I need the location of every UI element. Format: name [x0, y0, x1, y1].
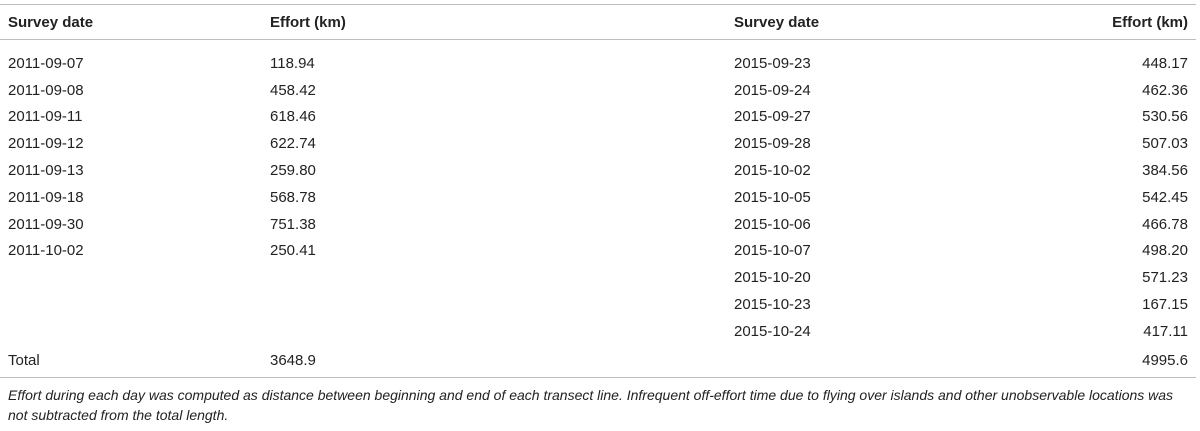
table-row: 2015-10-24 417.11	[0, 318, 1196, 345]
survey-date-cell: 2015-10-05	[734, 188, 811, 206]
effort-cell	[200, 264, 450, 291]
spacer-cell	[450, 157, 734, 184]
effort-cell: 568.78	[270, 188, 316, 206]
spacer-cell	[450, 40, 734, 77]
survey-date-cell: 2011-09-18	[8, 188, 84, 206]
survey-date-cell	[0, 291, 200, 318]
effort-cell: 542.45	[1142, 188, 1188, 206]
header-effort-left: Effort (km)	[200, 4, 450, 40]
effort-cell: 259.80	[270, 162, 316, 180]
table-row: 2011-09-30 751.38 2015-10-06 466.78	[0, 211, 1196, 238]
table-row: 2011-09-12 622.74 2015-09-28 507.03	[0, 130, 1196, 157]
total-label: Total	[0, 344, 200, 378]
survey-date-cell: 2011-09-13	[8, 162, 84, 180]
survey-date-cell: 2015-10-24	[734, 322, 811, 340]
effort-cell: 167.15	[1142, 296, 1188, 314]
spacer-cell	[734, 344, 1032, 378]
survey-date-cell	[0, 264, 200, 291]
table-footnote: Effort during each day was computed as d…	[8, 387, 1174, 423]
spacer-cell	[450, 77, 734, 104]
total-row: Total 3648.9 4995.6	[0, 344, 1196, 378]
header-survey-date-right: Survey date	[734, 4, 1032, 40]
header-survey-date-left: Survey date	[0, 4, 200, 40]
total-effort-right: 4995.6	[1032, 344, 1196, 378]
effort-cell: 118.94	[270, 54, 315, 72]
survey-date-cell	[0, 318, 200, 345]
survey-effort-table: Survey date Effort (km) Survey date Effo…	[0, 4, 1196, 378]
effort-cell: 384.56	[1142, 162, 1188, 180]
header-effort-right: Effort (km)	[1032, 4, 1196, 40]
spacer-cell	[450, 238, 734, 265]
effort-cell: 571.23	[1142, 269, 1188, 287]
survey-date-cell: 2011-09-08	[8, 81, 84, 99]
survey-date-cell: 2015-10-02	[734, 162, 811, 180]
survey-date-cell: 2015-10-20	[734, 269, 811, 287]
effort-cell: 618.46	[270, 108, 316, 126]
header-row: Survey date Effort (km) Survey date Effo…	[0, 4, 1196, 40]
spacer-cell	[450, 184, 734, 211]
table-row: 2011-09-08 458.42 2015-09-24 462.36	[0, 77, 1196, 104]
survey-date-cell: 2011-09-07	[8, 54, 84, 72]
spacer-cell	[450, 104, 734, 131]
spacer-cell	[450, 291, 734, 318]
effort-cell	[200, 318, 450, 345]
effort-cell: 458.42	[270, 81, 316, 99]
effort-cell: 751.38	[270, 215, 316, 233]
effort-cell: 507.03	[1142, 135, 1188, 153]
table-row: 2011-09-13 259.80 2015-10-02 384.56	[0, 157, 1196, 184]
effort-cell: 250.41	[270, 242, 316, 260]
survey-date-cell: 2015-10-07	[734, 242, 811, 260]
survey-date-cell: 2011-09-12	[8, 135, 84, 153]
survey-date-cell: 2015-09-28	[734, 135, 811, 153]
table-row: 2015-10-20 571.23	[0, 264, 1196, 291]
table-row: 2011-10-02 250.41 2015-10-07 498.20	[0, 238, 1196, 265]
survey-date-cell: 2011-09-30	[8, 215, 84, 233]
spacer-cell	[450, 344, 734, 378]
survey-date-cell: 2015-10-23	[734, 296, 811, 314]
spacer-cell	[450, 264, 734, 291]
header-spacer	[450, 4, 734, 40]
table-row: 2011-09-11 618.46 2015-09-27 530.56	[0, 104, 1196, 131]
total-effort-left: 3648.9	[200, 344, 450, 378]
spacer-cell	[450, 211, 734, 238]
effort-cell: 498.20	[1142, 242, 1188, 260]
effort-cell: 622.74	[270, 135, 316, 153]
effort-cell: 530.56	[1142, 108, 1188, 126]
table-row: 2011-09-07 118.94 2015-09-23 448.17	[0, 40, 1196, 77]
survey-date-cell: 2015-10-06	[734, 215, 811, 233]
effort-cell	[200, 291, 450, 318]
survey-date-cell: 2011-09-11	[8, 108, 83, 126]
effort-cell: 417.11	[1143, 322, 1188, 340]
effort-cell: 466.78	[1142, 215, 1188, 233]
table-row: 2015-10-23 167.15	[0, 291, 1196, 318]
survey-date-cell: 2011-10-02	[8, 242, 84, 260]
effort-cell: 448.17	[1142, 54, 1188, 72]
survey-date-cell: 2015-09-27	[734, 108, 811, 126]
table-row: 2011-09-18 568.78 2015-10-05 542.45	[0, 184, 1196, 211]
effort-cell: 462.36	[1142, 81, 1188, 99]
spacer-cell	[450, 130, 734, 157]
survey-date-cell: 2015-09-23	[734, 54, 811, 72]
survey-date-cell: 2015-09-24	[734, 81, 811, 99]
spacer-cell	[450, 318, 734, 345]
